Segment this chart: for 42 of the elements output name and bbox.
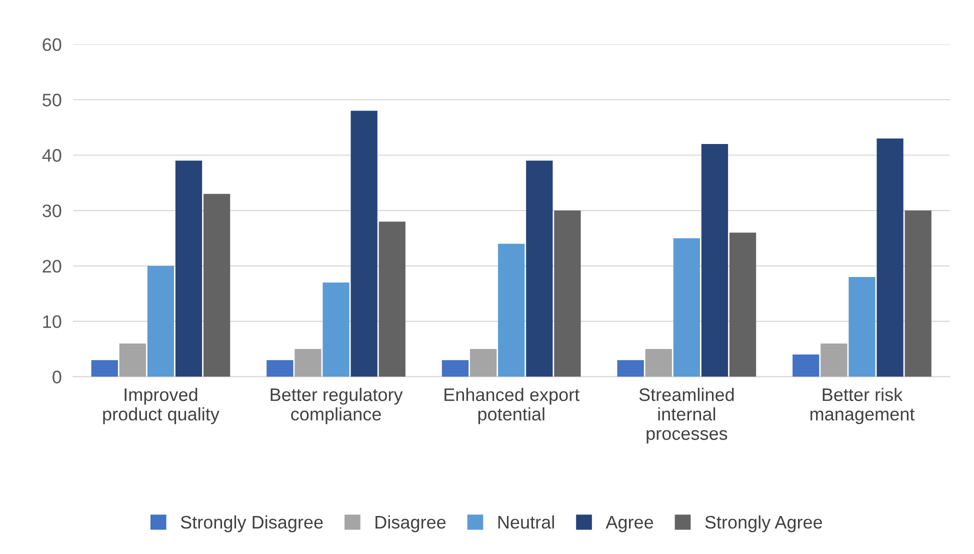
legend-label: Strongly Disagree	[180, 515, 323, 532]
legend-label: Strongly Agree	[705, 515, 822, 532]
bar	[848, 277, 876, 377]
x-tick-label: Improved product quality	[103, 388, 220, 424]
bar	[526, 160, 553, 377]
bar	[350, 110, 378, 377]
bar	[378, 222, 406, 377]
bar	[554, 210, 581, 377]
bar	[266, 360, 294, 377]
legend-label: Disagree	[376, 515, 446, 532]
bar	[617, 360, 644, 377]
legend-label: Neutral	[498, 515, 554, 529]
y-tick-label: 20	[42, 260, 62, 273]
y-tick-label: 60	[42, 38, 62, 52]
bar	[203, 194, 230, 377]
bar	[729, 232, 756, 377]
bar	[792, 354, 820, 377]
legend-label: Agree	[606, 516, 654, 532]
bar	[91, 360, 118, 377]
bar	[701, 144, 728, 377]
x-tick-label: Streamlined internal processes	[639, 388, 734, 444]
y-tick-label: 10	[43, 315, 62, 328]
bar	[645, 349, 672, 377]
x-tick-label: Enhanced export potential	[444, 388, 580, 424]
bar	[470, 349, 497, 377]
bar	[876, 138, 904, 377]
bar	[673, 238, 700, 377]
y-tick-label: 40	[42, 149, 62, 162]
bar	[147, 266, 174, 377]
y-tick-label: 0	[52, 370, 62, 384]
bar	[175, 160, 202, 377]
y-tick-label: 30	[42, 204, 62, 218]
bar	[904, 210, 932, 377]
bar	[442, 360, 469, 377]
bar	[294, 349, 322, 377]
y-tick-label: 50	[42, 94, 62, 106]
x-tick-label: Better risk management	[810, 388, 915, 424]
bar	[498, 244, 525, 377]
x-tick-label: Better regulatory compliance	[270, 388, 403, 424]
bar	[119, 343, 146, 377]
bar	[820, 343, 848, 377]
bar	[322, 282, 350, 377]
